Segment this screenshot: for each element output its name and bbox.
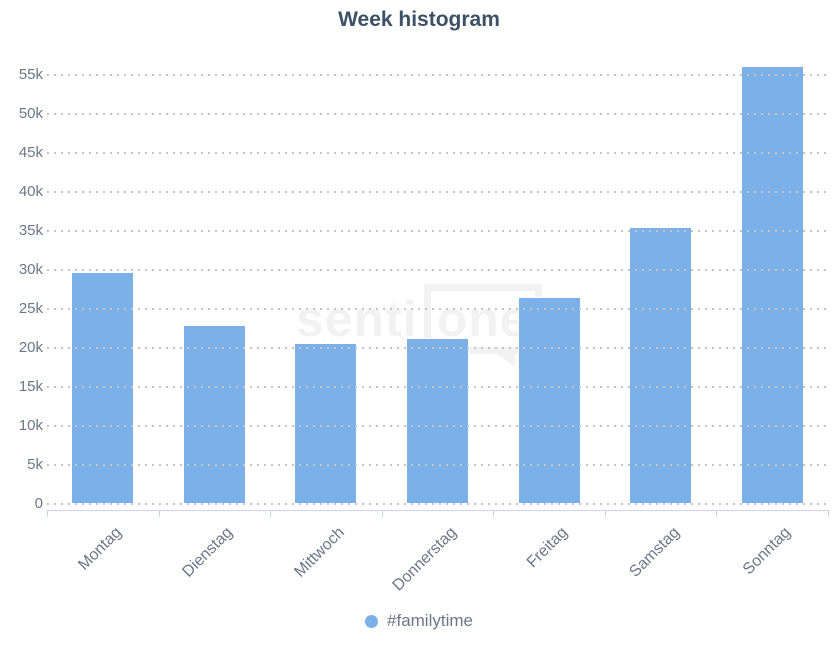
x-axis-tick (270, 510, 272, 517)
x-axis-label-montag: Montag (75, 524, 125, 574)
watermark-sentione-logo: senti one (296, 284, 542, 367)
watermark-text-senti: senti (296, 291, 418, 347)
y-axis-tick-label: 35k (18, 222, 43, 240)
gridline (47, 347, 828, 350)
plot-area (47, 52, 828, 505)
x-axis-tick (381, 510, 383, 517)
x-axis-label-dienstag: Dienstag (179, 524, 237, 581)
y-axis-tick-label: 40k (18, 183, 43, 201)
x-axis-tick (158, 510, 160, 517)
gridline (47, 191, 828, 194)
legend-label: #familytime (387, 611, 473, 630)
gridline (47, 152, 828, 155)
y-axis-tick-label: 0 (34, 495, 43, 512)
x-axis-tick (604, 510, 606, 517)
y-axis-tick-label: 25k (18, 300, 43, 318)
bar-mittwoch[interactable] (294, 343, 358, 504)
x-axis-tick (47, 510, 48, 517)
x-axis-label-sonntag: Sonntag (740, 524, 795, 579)
watermark-bubble-tail-icon (486, 347, 515, 367)
bar-donnerstag[interactable] (406, 338, 469, 504)
y-axis-tick-label: 15k (18, 378, 43, 396)
y-axis-tick-label: 5k (27, 456, 43, 474)
gridline (47, 269, 828, 272)
bar-dienstag[interactable] (182, 324, 246, 504)
bar-samstag[interactable] (629, 226, 693, 504)
y-axis-tick-label: 10k (18, 417, 43, 435)
x-axis-label-donnerstag: Donnerstag (389, 524, 460, 595)
legend[interactable]: #familytime (0, 611, 838, 631)
gridline (47, 386, 828, 389)
gridline (47, 308, 828, 311)
x-axis-label-samstag: Samstag (625, 524, 683, 581)
watermark-box: one (423, 284, 542, 367)
y-axis-tick-label: 30k (18, 261, 43, 279)
bar-freitag[interactable] (517, 297, 581, 504)
gridline (47, 503, 828, 505)
x-axis-tick (716, 510, 718, 517)
chart-title: Week histogram (338, 8, 500, 31)
x-axis-tick (828, 510, 829, 517)
gridline (47, 74, 828, 77)
y-axis-tick-label: 45k (18, 144, 43, 162)
y-axis-tick-label: 50k (18, 105, 43, 123)
gridline (47, 230, 828, 233)
x-axis-line (47, 510, 829, 511)
x-axis-label-mittwoch: Mittwoch (291, 524, 348, 581)
gridline (47, 113, 828, 116)
bar-sonntag[interactable] (740, 66, 804, 504)
watermark-text-one: one (436, 291, 529, 347)
y-axis-tick-label: 55k (18, 66, 43, 84)
gridline (47, 464, 828, 467)
x-axis-tick (493, 510, 495, 517)
gridline (47, 425, 828, 428)
x-axis-label-freitag: Freitag (523, 524, 572, 572)
y-axis-tick-label: 20k (18, 339, 43, 357)
legend-marker-icon (365, 614, 379, 628)
